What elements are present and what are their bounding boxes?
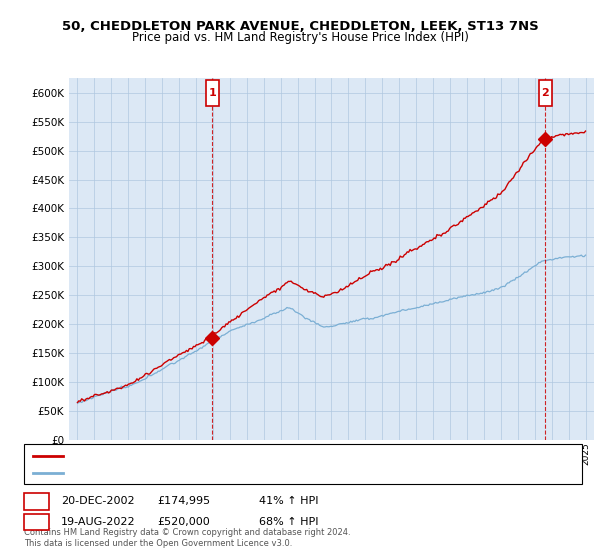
FancyBboxPatch shape (539, 80, 552, 106)
Text: HPI: Average price, detached house, Staffordshire Moorlands: HPI: Average price, detached house, Staf… (69, 468, 366, 478)
Text: £174,995: £174,995 (157, 496, 211, 506)
Text: 68% ↑ HPI: 68% ↑ HPI (259, 517, 319, 527)
Text: 50, CHEDDLETON PARK AVENUE, CHEDDLETON, LEEK, ST13 7NS (detached house): 50, CHEDDLETON PARK AVENUE, CHEDDLETON, … (69, 451, 473, 461)
Text: 2: 2 (542, 88, 549, 98)
Text: 19-AUG-2022: 19-AUG-2022 (61, 517, 136, 527)
Text: 41% ↑ HPI: 41% ↑ HPI (259, 496, 319, 506)
Text: Price paid vs. HM Land Registry's House Price Index (HPI): Price paid vs. HM Land Registry's House … (131, 31, 469, 44)
Text: Contains HM Land Registry data © Crown copyright and database right 2024.
This d: Contains HM Land Registry data © Crown c… (24, 528, 350, 548)
Text: 50, CHEDDLETON PARK AVENUE, CHEDDLETON, LEEK, ST13 7NS: 50, CHEDDLETON PARK AVENUE, CHEDDLETON, … (62, 20, 538, 32)
Text: 1: 1 (209, 88, 217, 98)
Text: £520,000: £520,000 (157, 517, 210, 527)
Text: 1: 1 (32, 494, 41, 508)
Text: 20-DEC-2002: 20-DEC-2002 (61, 496, 135, 506)
Text: 2: 2 (32, 515, 41, 529)
FancyBboxPatch shape (206, 80, 219, 106)
